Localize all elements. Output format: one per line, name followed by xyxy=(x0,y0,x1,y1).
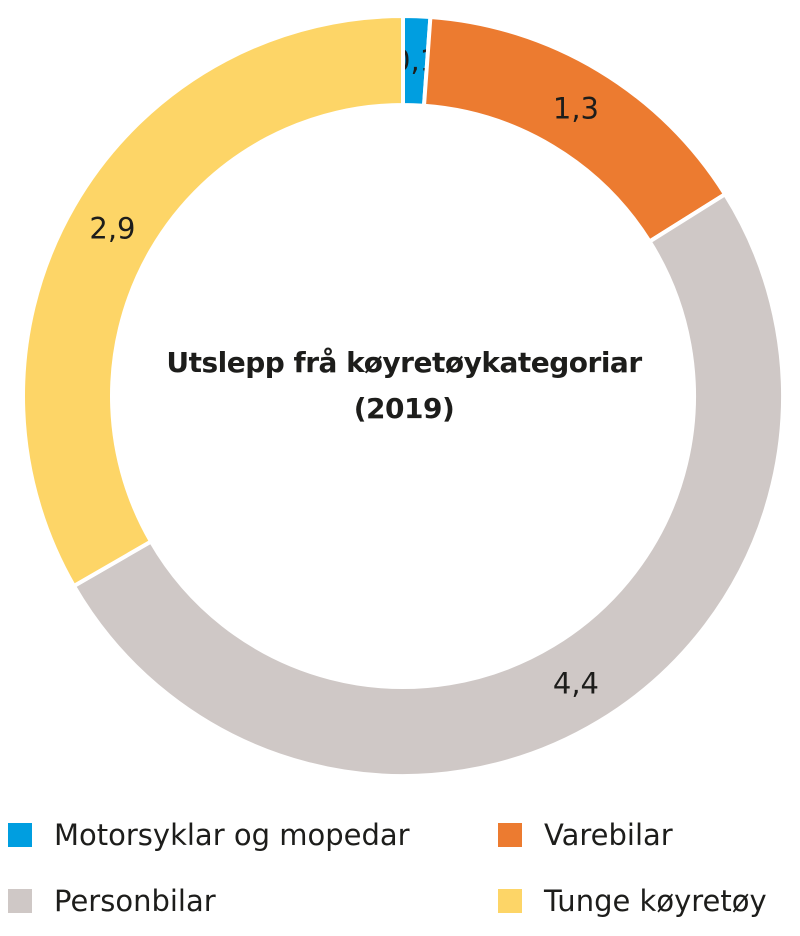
slice-3 xyxy=(21,13,405,589)
legend-label: Tunge køyretøy xyxy=(544,884,767,918)
legend-label: Varebilar xyxy=(544,818,673,852)
legend-item-motorsyklar: Motorsyklar og mopedar xyxy=(8,818,410,852)
legend-item-varebilar: Varebilar xyxy=(498,818,673,852)
legend-item-personbilar: Personbilar xyxy=(8,884,216,918)
data-label-3: 2,9 xyxy=(89,211,135,245)
data-label-2: 4,4 xyxy=(553,666,599,700)
legend-label: Personbilar xyxy=(54,884,216,918)
legend-swatch xyxy=(8,823,32,847)
legend-swatch xyxy=(498,823,522,847)
legend-swatch xyxy=(8,889,32,913)
slice-1 xyxy=(421,14,728,245)
legend-item-tunge: Tunge køyretøy xyxy=(498,884,767,918)
slice-2 xyxy=(71,191,785,778)
chart-title: Utslepp frå køyretøykategoriar (2019) xyxy=(0,340,800,432)
subtitle-text: (2019) xyxy=(353,392,455,425)
title-text: Utslepp frå køyretøykategoriar xyxy=(166,346,642,379)
donut-chart: 0,11,34,42,9 xyxy=(21,13,785,778)
data-label-1: 1,3 xyxy=(553,92,599,126)
legend-swatch xyxy=(498,889,522,913)
legend-label: Motorsyklar og mopedar xyxy=(54,818,410,852)
